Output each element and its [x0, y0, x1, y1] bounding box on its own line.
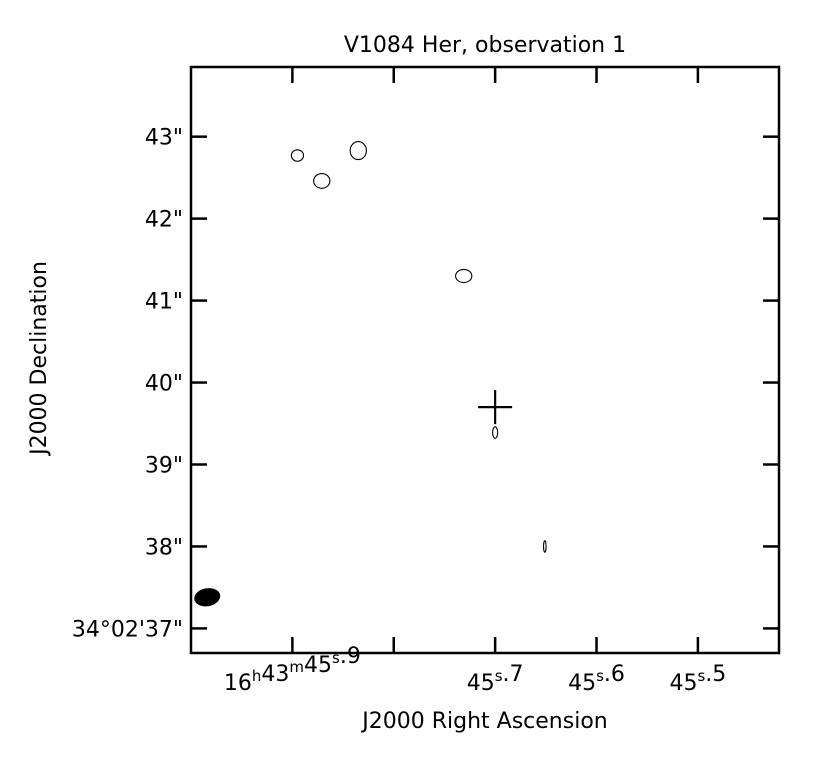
chart-title: V1084 Her, observation 1	[344, 33, 626, 58]
y-tick-label: 41"	[145, 290, 183, 315]
x-tick-label: 16h43m45s.9	[224, 644, 361, 696]
y-tick-label: 43"	[145, 126, 183, 151]
x-tick-label: 45s.5	[669, 662, 726, 696]
y-tick-label: 40"	[145, 372, 183, 397]
beam-ellipse	[194, 588, 221, 607]
x-tick-label: 45s.6	[568, 662, 625, 696]
y-tick-label: 34°02'37"	[72, 617, 183, 642]
contour	[492, 426, 499, 439]
y-tick-label: 39"	[145, 453, 183, 478]
y-tick-label: 42"	[145, 208, 183, 233]
contour	[313, 172, 331, 189]
plot-area: 34°02'37" 38" 39" 40" 41" 42" 43" 16h43m45s.9 45…	[72, 67, 779, 696]
plot-frame	[189, 65, 781, 655]
y-axis-label: J2000 Declination	[27, 261, 52, 457]
contour	[542, 540, 547, 553]
contour	[349, 141, 367, 161]
contour	[455, 268, 473, 284]
x-axis-label: J2000 Right Ascension	[360, 709, 607, 734]
x-tick-label: 45s.7	[467, 662, 524, 696]
contour	[290, 149, 305, 162]
y-tick-label: 38"	[145, 535, 183, 560]
